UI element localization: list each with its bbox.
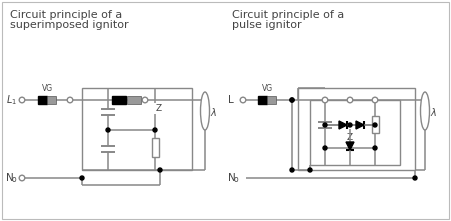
Text: L: L (228, 95, 234, 105)
Text: Circuit principle of a: Circuit principle of a (10, 10, 122, 20)
Circle shape (347, 97, 353, 103)
Bar (372, 116, 378, 133)
Circle shape (372, 97, 378, 103)
Text: $\lambda$: $\lambda$ (430, 106, 437, 118)
Polygon shape (346, 142, 354, 150)
Text: o: o (12, 175, 17, 183)
Circle shape (158, 168, 162, 172)
Ellipse shape (201, 92, 210, 130)
Circle shape (323, 123, 327, 127)
Polygon shape (356, 121, 364, 129)
Bar (38, 96, 47, 104)
Text: Circuit principle of a: Circuit principle of a (232, 10, 344, 20)
Circle shape (153, 128, 157, 132)
Circle shape (240, 97, 246, 103)
Text: $L_1$: $L_1$ (6, 93, 17, 107)
Text: superimposed ignitor: superimposed ignitor (10, 20, 129, 30)
Circle shape (290, 98, 294, 102)
Circle shape (348, 123, 352, 127)
Text: N: N (6, 173, 14, 183)
Text: o: o (234, 175, 239, 183)
Circle shape (67, 97, 73, 103)
Text: Z: Z (347, 133, 353, 142)
Bar (47, 96, 56, 104)
Circle shape (19, 175, 25, 181)
Bar (310, 100, 400, 165)
Text: $\lambda$: $\lambda$ (210, 106, 217, 118)
Circle shape (373, 123, 377, 127)
Text: VG: VG (42, 84, 54, 93)
Polygon shape (339, 121, 347, 129)
Bar (267, 96, 276, 104)
Circle shape (19, 97, 25, 103)
Bar (258, 96, 267, 104)
Bar (152, 138, 158, 157)
Text: VG: VG (262, 84, 274, 93)
Circle shape (142, 97, 148, 103)
Circle shape (290, 168, 294, 172)
Ellipse shape (420, 92, 429, 130)
Circle shape (323, 146, 327, 150)
Bar (82, 88, 192, 170)
Circle shape (308, 168, 312, 172)
Circle shape (106, 128, 110, 132)
Circle shape (373, 146, 377, 150)
Bar (127, 96, 141, 104)
Bar (298, 88, 415, 170)
Circle shape (413, 176, 417, 180)
Bar (112, 96, 126, 104)
Text: Z: Z (156, 104, 162, 113)
Text: N: N (228, 173, 236, 183)
Circle shape (322, 97, 328, 103)
Text: pulse ignitor: pulse ignitor (232, 20, 302, 30)
Circle shape (80, 176, 84, 180)
Circle shape (290, 98, 294, 102)
